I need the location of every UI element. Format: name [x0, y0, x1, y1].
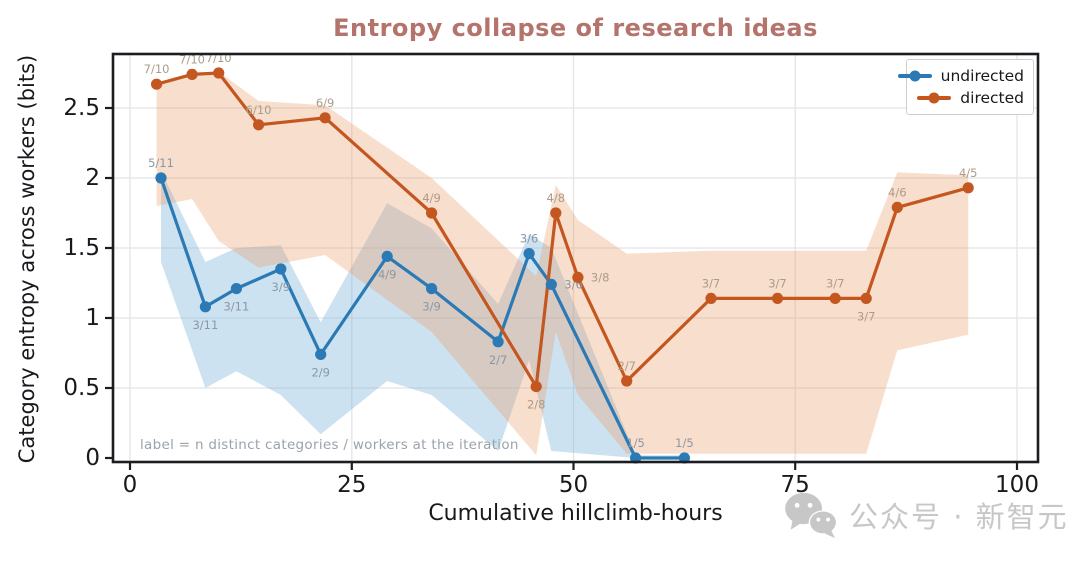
- watermark: 公众号 · 新智元: [783, 491, 1069, 539]
- directed-point-label: 4/8: [547, 191, 566, 205]
- legend-label-undirected: undirected: [940, 67, 1024, 85]
- directed-point-label: 3/7: [768, 276, 787, 290]
- legend-item-undirected: undirected: [897, 65, 1024, 87]
- undirected-marker-icon: [909, 70, 921, 82]
- y-tick-label: 2.5: [63, 95, 100, 121]
- undirected-point: [155, 172, 167, 184]
- directed-confidence-band: [156, 71, 969, 456]
- legend-label-directed: directed: [960, 89, 1024, 107]
- undirected-point: [523, 248, 535, 260]
- x-tick-label: 25: [337, 472, 366, 498]
- directed-point-label: 6/10: [246, 103, 272, 117]
- undirected-point-label: 3/6: [520, 232, 539, 246]
- y-tick-label: 2: [85, 165, 100, 191]
- undirected-line-swatch: [897, 70, 932, 82]
- directed-point: [426, 207, 438, 219]
- x-axis-label: Cumulative hillclimb-hours: [428, 501, 723, 526]
- directed-line: [155, 71, 970, 389]
- undirected-point-label: 3/9: [272, 280, 291, 294]
- directed-point: [621, 375, 633, 387]
- plot-border: [111, 52, 1040, 464]
- directed-point-label: 3/7: [702, 276, 721, 290]
- watermark-text: 公众号 · 新智元: [849, 500, 1069, 534]
- undirected-point-label: 2/7: [489, 353, 508, 367]
- undirected-point: [275, 263, 287, 275]
- directed-point-label: 4/5: [959, 166, 978, 180]
- directed-point: [186, 68, 198, 80]
- undirected-point: [230, 283, 242, 295]
- directed-point-label: 7/10: [179, 52, 205, 66]
- undirected-point-label: 3/9: [422, 300, 441, 314]
- y-tick-label: 0.5: [63, 375, 100, 401]
- undirected-point: [545, 278, 557, 290]
- undirected-point-label: 3/11: [223, 300, 249, 314]
- label-explanation-note: label = n distinct categories / workers …: [140, 437, 519, 453]
- chart-title: Entropy collapse of research ideas: [333, 14, 818, 42]
- directed-point-label: 7/10: [144, 62, 170, 76]
- y-tick-label: 1: [85, 305, 100, 331]
- x-tick-label: 50: [559, 472, 588, 498]
- directed-point-label: 3/8: [591, 270, 610, 284]
- directed-point: [705, 292, 717, 304]
- x-tick-label: 0: [123, 472, 138, 498]
- directed-marker-icon: [928, 92, 940, 104]
- legend-item-directed: directed: [915, 87, 1024, 109]
- x-tick-label: 100: [995, 472, 1039, 498]
- undirected-point: [315, 348, 327, 360]
- directed-point: [319, 112, 331, 124]
- legend: undirected directed: [897, 59, 1034, 115]
- undirected-line: [159, 176, 687, 460]
- directed-point: [530, 381, 542, 393]
- directed-point: [829, 292, 841, 304]
- undirected-point: [199, 301, 211, 313]
- directed-point-label: 4/6: [888, 185, 907, 199]
- undirected-point: [492, 336, 504, 348]
- directed-point: [891, 201, 903, 213]
- directed-point: [213, 67, 225, 79]
- directed-point: [151, 78, 163, 90]
- directed-point-label: 4/9: [422, 191, 441, 205]
- directed-line-swatch: [917, 92, 952, 104]
- undirected-point-label: 1/5: [626, 436, 645, 450]
- y-tick-label: 1.5: [63, 235, 100, 261]
- undirected-point-label: 1/5: [675, 436, 694, 450]
- y-tick-label: 0: [85, 445, 100, 471]
- wechat-icon: [785, 492, 838, 539]
- directed-point-label: 3/7: [857, 309, 876, 323]
- directed-point: [253, 119, 265, 131]
- directed-point-label: 2/8: [527, 398, 546, 412]
- directed-point-label: 2/7: [617, 359, 636, 373]
- undirected-point: [426, 283, 438, 295]
- y-axis-label: Category entropy across workers (bits): [15, 54, 39, 464]
- directed-point: [962, 182, 974, 194]
- undirected-point-label: 2/9: [311, 365, 330, 379]
- directed-point-label: 6/9: [316, 96, 335, 110]
- undirected-point-label: 4/9: [378, 267, 397, 281]
- directed-point-label: 3/7: [826, 276, 845, 290]
- undirected-point: [381, 250, 393, 262]
- undirected-confidence-band: [161, 171, 685, 458]
- undirected-point-label: 5/11: [148, 156, 174, 170]
- directed-point: [550, 207, 562, 219]
- undirected-point-label: 3/11: [192, 318, 218, 332]
- directed-point: [860, 292, 872, 304]
- directed-point: [771, 292, 784, 304]
- directed-point: [572, 271, 584, 283]
